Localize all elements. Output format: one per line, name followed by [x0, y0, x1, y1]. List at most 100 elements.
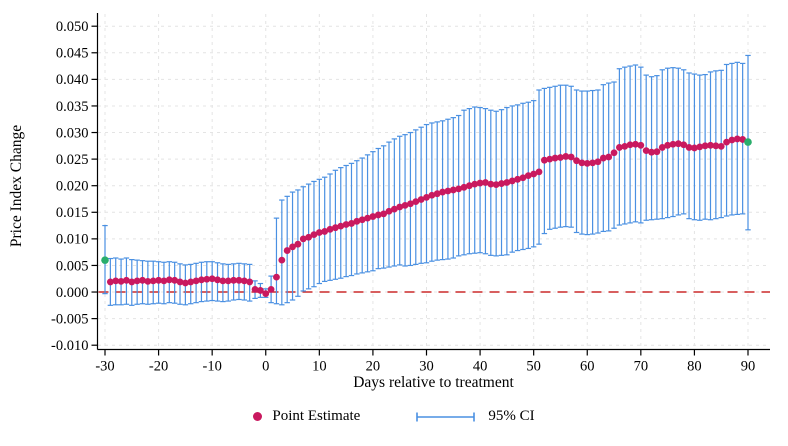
data-point	[289, 243, 296, 251]
data-point	[214, 276, 221, 284]
data-point	[696, 143, 704, 151]
data-point	[321, 228, 329, 235]
y-tick-label: 0.035	[56, 99, 89, 115]
legend: Point Estimate 95% CI	[0, 408, 788, 425]
data-point	[674, 140, 682, 148]
data-point	[401, 201, 409, 209]
y-tick-label: 0.010	[56, 232, 89, 248]
x-tick-label: 0	[262, 359, 269, 375]
data-point	[364, 214, 371, 222]
data-point	[181, 279, 189, 287]
data-point	[160, 277, 168, 285]
data-point	[658, 144, 666, 151]
x-tick-label: 30	[419, 359, 434, 375]
data-point	[235, 276, 243, 284]
data-point	[165, 276, 173, 284]
data-point	[573, 157, 580, 165]
data-point	[112, 277, 120, 285]
data-point	[691, 144, 698, 152]
endpoint-marker	[744, 138, 752, 146]
data-point	[530, 170, 538, 178]
data-point	[144, 278, 152, 285]
data-point	[717, 142, 725, 150]
data-point	[374, 211, 382, 219]
data-point	[449, 186, 457, 194]
point-estimate-marker-icon	[253, 412, 263, 421]
data-point	[578, 159, 586, 167]
data-point	[299, 235, 307, 243]
y-axis-title: Price Index Change	[8, 124, 25, 248]
data-point	[642, 147, 650, 155]
data-point	[187, 278, 195, 286]
data-point	[648, 148, 655, 156]
ci-marker-icon	[416, 412, 476, 421]
y-tick-label: -0.005	[51, 311, 88, 327]
data-point	[557, 154, 564, 161]
x-tick-label: 40	[473, 359, 488, 375]
data-point	[664, 141, 672, 149]
data-point	[626, 141, 634, 149]
data-point	[589, 159, 597, 167]
data-point	[171, 276, 179, 284]
data-point	[128, 278, 136, 286]
data-point	[653, 148, 661, 156]
data-point	[358, 216, 366, 224]
data-point	[605, 153, 613, 161]
data-point	[460, 183, 468, 191]
data-point	[610, 149, 618, 157]
data-point	[417, 196, 425, 203]
data-point	[380, 210, 388, 218]
data-point	[353, 217, 361, 225]
data-point	[149, 277, 157, 285]
data-point	[369, 213, 377, 220]
data-point	[256, 287, 264, 294]
data-point	[632, 140, 639, 148]
legend-item-ci: 95% CI	[414, 408, 535, 425]
data-point	[723, 138, 730, 146]
data-point	[562, 153, 570, 160]
data-point	[203, 275, 211, 283]
data-point	[385, 207, 393, 215]
data-point	[176, 278, 184, 286]
data-point	[428, 191, 436, 199]
legend-point-label: Point Estimate	[272, 408, 361, 424]
legend-ci-label: 95% CI	[488, 408, 535, 424]
data-point	[106, 278, 114, 286]
y-tick-label: 0.030	[56, 125, 89, 141]
data-point	[219, 277, 227, 285]
y-tick-label: -0.010	[51, 338, 88, 354]
data-point	[583, 159, 591, 167]
y-tick-label: 0.000	[56, 285, 89, 301]
data-point	[444, 187, 452, 195]
data-point	[423, 193, 430, 201]
data-point	[476, 179, 484, 187]
data-point	[540, 156, 548, 164]
data-point	[669, 140, 677, 148]
x-tick-label: -30	[95, 359, 114, 375]
data-point	[117, 278, 125, 285]
data-point	[471, 180, 479, 188]
data-point	[455, 185, 463, 193]
data-point	[332, 224, 339, 232]
data-point	[315, 229, 323, 236]
data-point	[251, 285, 259, 293]
data-point	[390, 205, 398, 213]
data-point	[599, 154, 607, 162]
x-tick-label: -10	[202, 359, 221, 375]
data-point	[567, 153, 575, 161]
data-point	[133, 277, 141, 285]
y-tick-label: 0.020	[56, 179, 89, 195]
data-point	[305, 233, 313, 241]
x-tick-label: 80	[687, 359, 702, 375]
y-tick-label: 0.005	[56, 258, 89, 274]
data-point	[310, 231, 318, 239]
data-point	[407, 200, 414, 208]
endpoint-marker	[101, 256, 109, 264]
data-point	[348, 220, 355, 227]
data-point	[240, 277, 248, 285]
data-point	[551, 154, 559, 162]
y-tick-label: 0.050	[56, 19, 89, 35]
data-point	[326, 225, 334, 233]
